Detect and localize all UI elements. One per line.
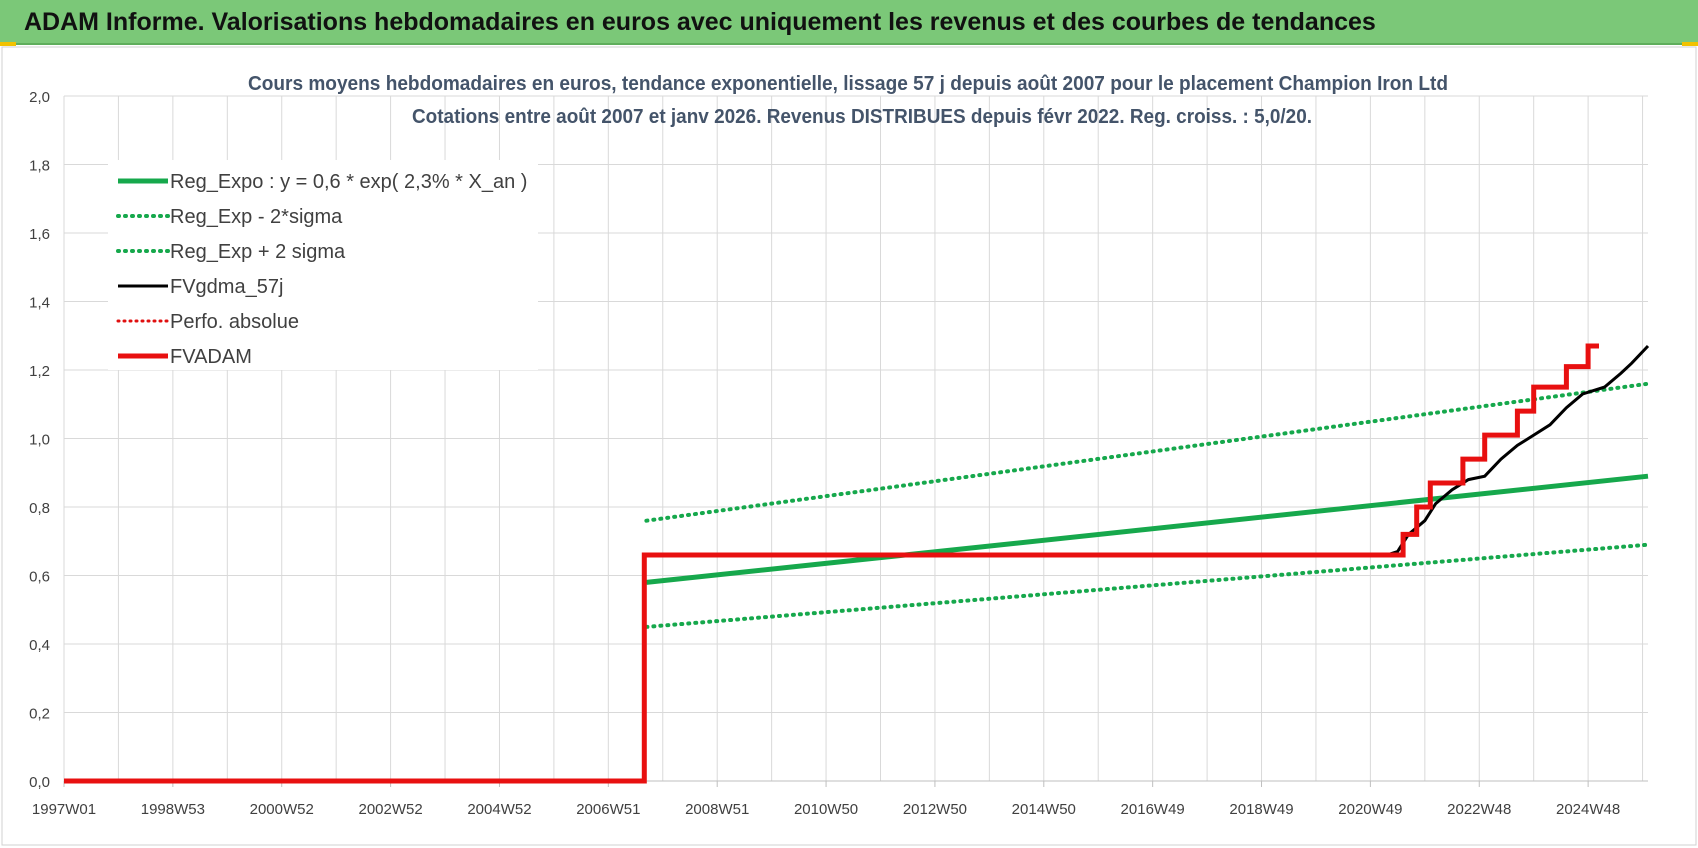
x-tick-label: 2012W50 [903,801,967,818]
y-tick-label: 2,0 [29,89,50,106]
legend: Reg_Expo : y = 0,6 * exp( 2,3% * X_an ) R… [108,160,538,370]
corner-mark-left [0,42,16,46]
y-tick-label: 0,2 [29,706,50,723]
y-axis-ticks: 0,0 0,2 0,4 0,6 0,8 1,0 1,2 1,4 1,6 1,8 2,0 [29,89,50,791]
x-tick-label: 2016W49 [1121,801,1185,818]
y-tick-label: 0,6 [29,569,50,586]
y-tick-label: 1,2 [29,363,50,380]
x-tick-label: 1997W01 [32,801,96,818]
x-tick-label: 2010W50 [794,801,858,818]
x-tick-label: 2000W52 [250,801,314,818]
x-tick-label: 2002W52 [358,801,422,818]
y-tick-label: 1,8 [29,158,50,175]
x-tick-label: 2020W49 [1338,801,1402,818]
legend-label-2: Reg_Exp + 2 sigma [170,241,346,263]
corner-mark-right [1682,42,1698,46]
y-tick-label: 1,6 [29,226,50,243]
x-tick-label: 2008W51 [685,801,749,818]
y-tick-label: 1,4 [29,295,50,312]
x-tick-label: 2018W49 [1229,801,1293,818]
series-line-1 [644,542,1650,629]
series-line-0 [646,473,1649,585]
legend-label-1: Reg_Exp - 2*sigma [170,206,343,228]
series-line-2 [644,381,1650,523]
legend-background [108,160,538,370]
x-tick-label: 2004W52 [467,801,531,818]
x-tick-label: 2006W51 [576,801,640,818]
x-axis-ticks: 1997W01 1998W53 2000W52 2002W52 2004W52 2006W… [32,781,1620,818]
x-tick-label: 1998W53 [141,801,205,818]
series-line-5 [64,343,1599,784]
x-tick-label: 2024W48 [1556,801,1620,818]
banner-title: ADAM Informe. Valorisations hebdomadaire… [0,0,1698,45]
plot-frame [1,46,1697,846]
legend-label-5: FVADAM [170,346,252,368]
series-line-3 [64,344,1650,783]
chart-subtitle: Cotations entre août 2007 et janv 2026. … [412,106,1312,128]
series-layer [64,343,1650,784]
y-tick-label: 0,4 [29,637,50,654]
y-tick-label: 1,0 [29,432,50,449]
legend-label-3: FVgdma_57j [170,276,283,298]
legend-label-4: Perfo. absolue [170,311,299,333]
y-tick-label: 0,8 [29,500,50,517]
chart-title: Cours moyens hebdomadaires en euros, ten… [248,73,1448,95]
legend-label-0: Reg_Expo : y = 0,6 * exp( 2,3% * X_an ) [170,171,527,193]
y-tick-label: 0,0 [29,774,50,791]
x-tick-label: 2014W50 [1012,801,1076,818]
x-tick-label: 2022W48 [1447,801,1511,818]
